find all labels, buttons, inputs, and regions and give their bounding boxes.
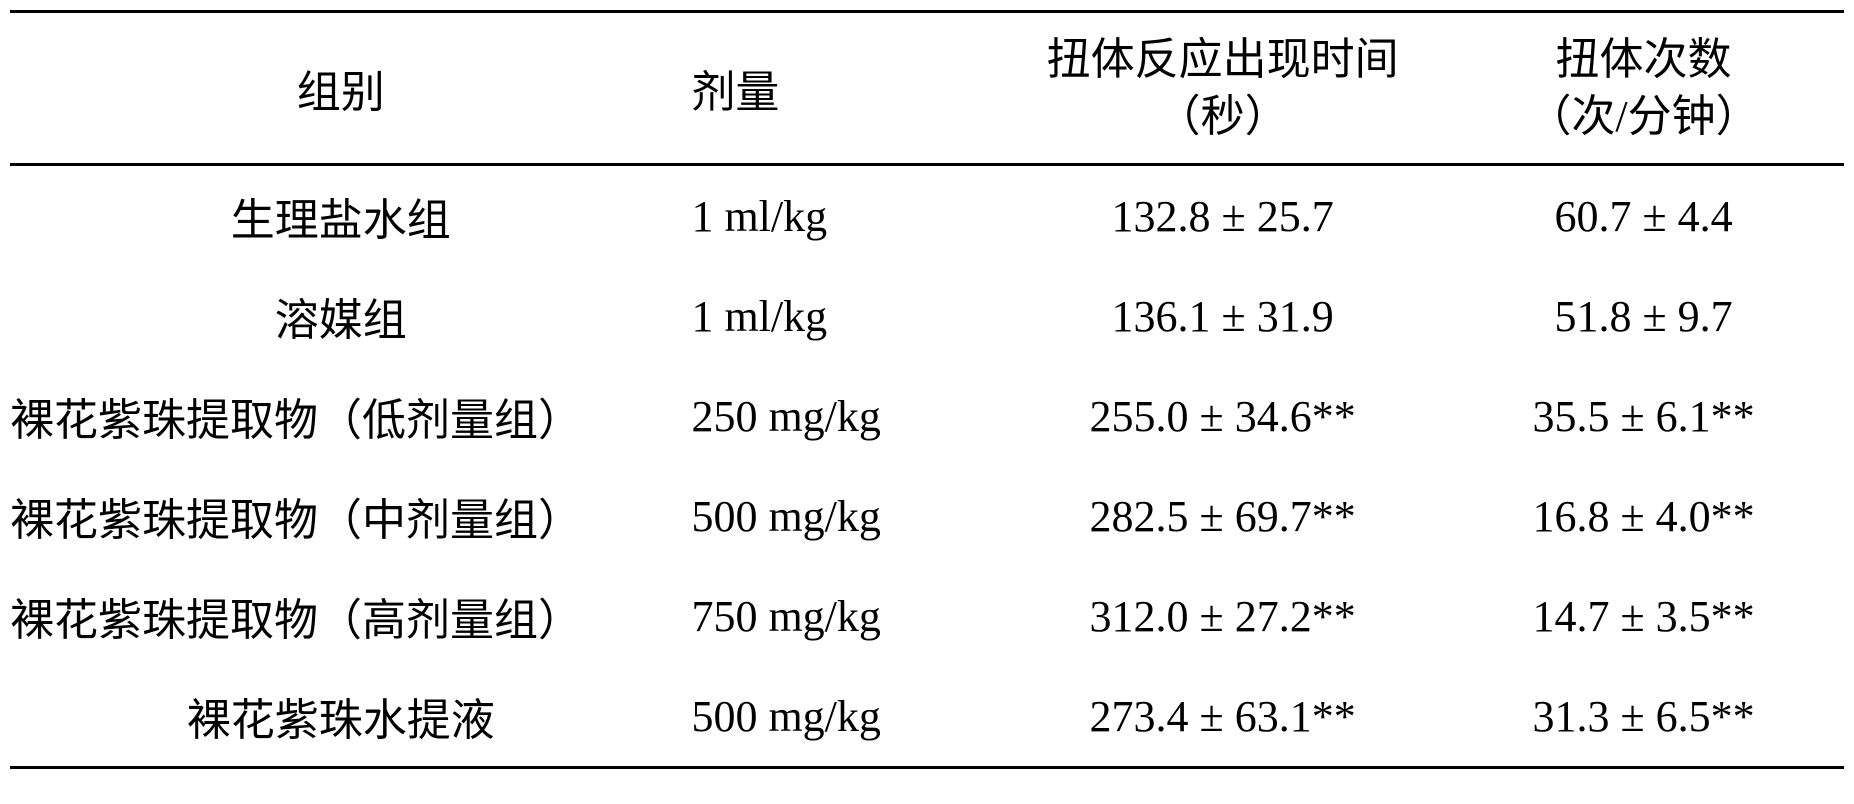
- cell-time: 282.5 ± 69.7**: [1002, 466, 1443, 566]
- cell-group: 溶媒组: [10, 266, 671, 366]
- data-table: 组别 剂量 扭体反应出现时间 （秒） 扭体次数 （次/分钟） 生理盐水组1 ml…: [10, 10, 1844, 769]
- header-group-text: 组别: [297, 68, 385, 117]
- table-row: 裸花紫珠水提液500 mg/kg273.4 ± 63.1**31.3 ± 6.5…: [10, 666, 1844, 768]
- header-count-line2: （次/分钟）: [1451, 88, 1836, 145]
- cell-time: 132.8 ± 25.7: [1002, 165, 1443, 267]
- cell-count: 60.7 ± 4.4: [1443, 165, 1844, 267]
- table-row: 生理盐水组1 ml/kg132.8 ± 25.760.7 ± 4.4: [10, 165, 1844, 267]
- table-row: 裸花紫珠提取物（中剂量组）500 mg/kg282.5 ± 69.7**16.8…: [10, 466, 1844, 566]
- table-row: 溶媒组1 ml/kg136.1 ± 31.951.8 ± 9.7: [10, 266, 1844, 366]
- table-body: 生理盐水组1 ml/kg132.8 ± 25.760.7 ± 4.4溶媒组1 m…: [10, 165, 1844, 768]
- cell-time: 273.4 ± 63.1**: [1002, 666, 1443, 768]
- cell-time: 312.0 ± 27.2**: [1002, 566, 1443, 666]
- header-time-line2: （秒）: [1010, 88, 1435, 145]
- cell-group: 裸花紫珠提取物（低剂量组）: [10, 366, 671, 466]
- cell-count: 14.7 ± 3.5**: [1443, 566, 1844, 666]
- cell-count: 51.8 ± 9.7: [1443, 266, 1844, 366]
- cell-dose: 1 ml/kg: [671, 165, 1002, 267]
- cell-group: 裸花紫珠提取物（高剂量组）: [10, 566, 671, 666]
- cell-count: 31.3 ± 6.5**: [1443, 666, 1844, 768]
- cell-dose: 1 ml/kg: [671, 266, 1002, 366]
- header-time: 扭体反应出现时间 （秒）: [1002, 12, 1443, 165]
- table-row: 裸花紫珠提取物（高剂量组）750 mg/kg312.0 ± 27.2**14.7…: [10, 566, 1844, 666]
- cell-dose: 500 mg/kg: [671, 466, 1002, 566]
- header-count: 扭体次数 （次/分钟）: [1443, 12, 1844, 165]
- table-header-row: 组别 剂量 扭体反应出现时间 （秒） 扭体次数 （次/分钟）: [10, 12, 1844, 165]
- cell-count: 35.5 ± 6.1**: [1443, 366, 1844, 466]
- header-count-line1: 扭体次数: [1451, 31, 1836, 88]
- table-row: 裸花紫珠提取物（低剂量组）250 mg/kg255.0 ± 34.6**35.5…: [10, 366, 1844, 466]
- cell-count: 16.8 ± 4.0**: [1443, 466, 1844, 566]
- cell-group: 生理盐水组: [10, 165, 671, 267]
- cell-dose: 250 mg/kg: [671, 366, 1002, 466]
- cell-dose: 500 mg/kg: [671, 666, 1002, 768]
- header-dose: 剂量: [671, 12, 1002, 165]
- cell-time: 255.0 ± 34.6**: [1002, 366, 1443, 466]
- header-dose-text: 剂量: [691, 68, 779, 117]
- header-time-line1: 扭体反应出现时间: [1010, 31, 1435, 88]
- cell-group: 裸花紫珠提取物（中剂量组）: [10, 466, 671, 566]
- cell-time: 136.1 ± 31.9: [1002, 266, 1443, 366]
- data-table-container: 组别 剂量 扭体反应出现时间 （秒） 扭体次数 （次/分钟） 生理盐水组1 ml…: [10, 10, 1844, 769]
- cell-dose: 750 mg/kg: [671, 566, 1002, 666]
- cell-group: 裸花紫珠水提液: [10, 666, 671, 768]
- header-group: 组别: [10, 12, 671, 165]
